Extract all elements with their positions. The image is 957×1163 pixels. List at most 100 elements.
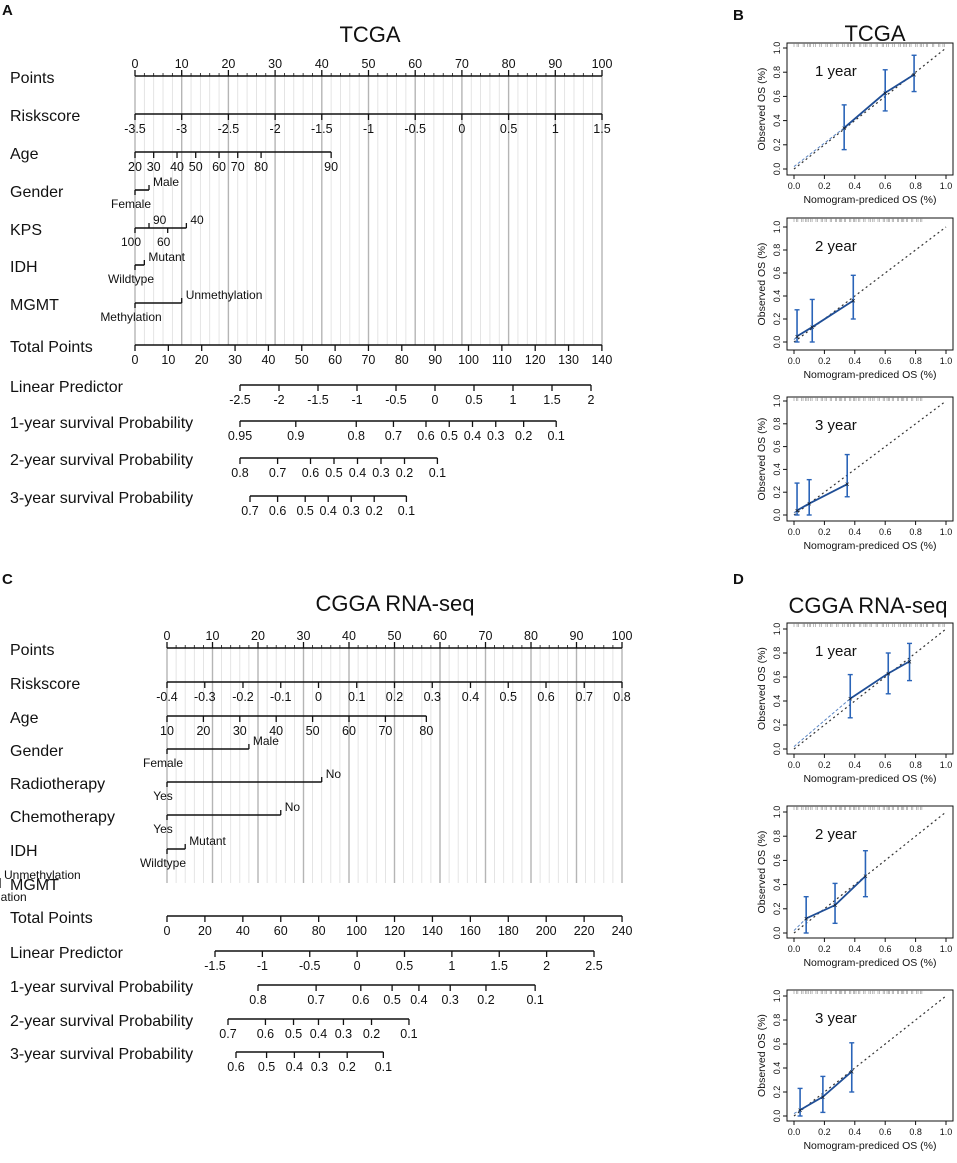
- tick-label: 40: [315, 57, 329, 71]
- row-label-mgmt: MGMT: [10, 877, 59, 894]
- x-tick-label: 0.0: [788, 1127, 801, 1137]
- panel-label-a: A: [2, 2, 13, 19]
- data-point: ×: [842, 124, 847, 133]
- data-point: ×: [798, 1106, 803, 1115]
- tick-label: Yes: [153, 822, 173, 836]
- tick-label: 40: [236, 924, 250, 938]
- row-label-kps: KPS: [10, 222, 42, 239]
- plot-year-label-1-year: 1 year: [815, 643, 857, 660]
- tick-label: -0.1: [270, 690, 292, 704]
- y-axis-label: Observed OS (%): [756, 831, 768, 914]
- row-label-riskscore: Riskscore: [10, 108, 80, 125]
- y-tick-label: 1.0: [772, 395, 782, 408]
- tick-label: 0.2: [396, 466, 413, 480]
- x-tick-label: 0.2: [818, 181, 831, 191]
- tick-label: Wildtype: [140, 856, 186, 870]
- tick-label: 0.6: [257, 1027, 274, 1041]
- y-tick-label: 0.0: [772, 163, 782, 176]
- x-tick-label: 0.4: [849, 760, 862, 770]
- row-label-total-points: Total Points: [10, 339, 93, 356]
- tick-label: -1: [363, 122, 374, 136]
- y-tick-label: 0.6: [772, 90, 782, 103]
- tick-label: 10: [161, 353, 175, 367]
- plot-year-label-2-year: 2 year: [815, 826, 857, 843]
- data-point: ×: [807, 500, 812, 509]
- tick-label: No: [285, 800, 301, 814]
- tick-label: 60: [157, 235, 171, 249]
- row-label-points: Points: [10, 642, 54, 659]
- tick-label: 110: [492, 353, 512, 367]
- tick-label: 50: [295, 353, 309, 367]
- tick-label: 0: [458, 122, 465, 136]
- tick-label: 0.5: [500, 122, 517, 136]
- y-tick-label: 0.8: [772, 1014, 782, 1027]
- tick-label: 40: [190, 213, 204, 227]
- tick-label: 20: [128, 160, 142, 174]
- tick-label: 0.4: [286, 1060, 303, 1074]
- tick-label: 40: [342, 629, 356, 643]
- tick-label: 130: [558, 353, 579, 367]
- tick-label: 240: [612, 924, 633, 938]
- tick-label: 50: [362, 57, 376, 71]
- x-axis-label: Nomogram-prediced OS (%): [803, 957, 936, 969]
- tick-label: 0.2: [477, 993, 494, 1007]
- y-axis-label: Observed OS (%): [756, 243, 768, 326]
- tick-label: 60: [408, 57, 422, 71]
- tick-label: 30: [268, 57, 282, 71]
- tick-label: 40: [261, 353, 275, 367]
- tick-label: -0.4: [156, 690, 178, 704]
- data-point: ×: [833, 901, 838, 910]
- calibration-b-title: TCGA: [844, 21, 905, 46]
- row-label-2-year-survival-probability: 2-year survival Probability: [10, 452, 193, 469]
- y-tick-label: 1.0: [772, 42, 782, 55]
- tick-label: 90: [153, 213, 167, 227]
- tick-label: -2: [273, 393, 284, 407]
- y-tick-label: 0.0: [772, 743, 782, 756]
- y-axis-label: Observed OS (%): [756, 418, 768, 501]
- tick-label: -1: [351, 393, 362, 407]
- tick-label: 70: [455, 57, 469, 71]
- x-tick-label: 0.2: [818, 760, 831, 770]
- calibration-tcga: 0.0 0.0 0.2 0.2 0.4 0.4 0.6 0.6 0.8 0.8 1.0 1.0 Nomo…: [756, 42, 954, 552]
- y-tick-label: 0.0: [772, 336, 782, 349]
- tick-label: 0.5: [441, 429, 458, 443]
- tick-label: -0.5: [385, 393, 407, 407]
- row-label-age: Age: [10, 146, 39, 163]
- data-point: ×: [886, 669, 891, 678]
- row-label-idh: IDH: [10, 259, 38, 276]
- tick-label: Unmethylation: [4, 868, 81, 882]
- x-tick-label: 0.8: [909, 356, 922, 366]
- nomogram-c-title: CGGA RNA-seq: [316, 591, 475, 616]
- tick-label: 30: [228, 353, 242, 367]
- tick-label: 0.9: [287, 429, 304, 443]
- x-tick-label: 0.8: [909, 760, 922, 770]
- tick-label: 140: [591, 353, 612, 367]
- tick-label: 0.2: [386, 690, 403, 704]
- tick-label: 2: [588, 393, 595, 407]
- tick-label: 60: [274, 924, 288, 938]
- tick-label: 0.5: [297, 504, 314, 518]
- data-point: ×: [795, 506, 800, 515]
- tick-label: Methylation: [0, 890, 27, 904]
- tick-label: 20: [221, 57, 235, 71]
- tick-label: 90: [324, 160, 338, 174]
- calibration-line: [796, 299, 854, 338]
- data-point: ×: [863, 872, 868, 881]
- tick-label: 0.5: [258, 1060, 275, 1074]
- tick-label: 60: [342, 724, 356, 738]
- tick-label: 20: [196, 724, 210, 738]
- data-point: ×: [883, 89, 888, 98]
- x-tick-label: 0.4: [849, 527, 862, 537]
- row-label-3-year-survival-probability: 3-year survival Probability: [10, 490, 193, 507]
- y-tick-label: 0.0: [772, 927, 782, 940]
- tick-label: 20: [198, 924, 212, 938]
- tick-label: 0: [132, 57, 139, 71]
- tick-label: 80: [502, 57, 516, 71]
- tick-label: -1.5: [307, 393, 329, 407]
- y-axis-label: Observed OS (%): [756, 68, 768, 151]
- tick-label: 0.1: [348, 690, 365, 704]
- row-label-linear-predictor: Linear Predictor: [10, 945, 124, 962]
- tick-label: 200: [536, 924, 557, 938]
- ideal-diagonal-line: [793, 400, 947, 516]
